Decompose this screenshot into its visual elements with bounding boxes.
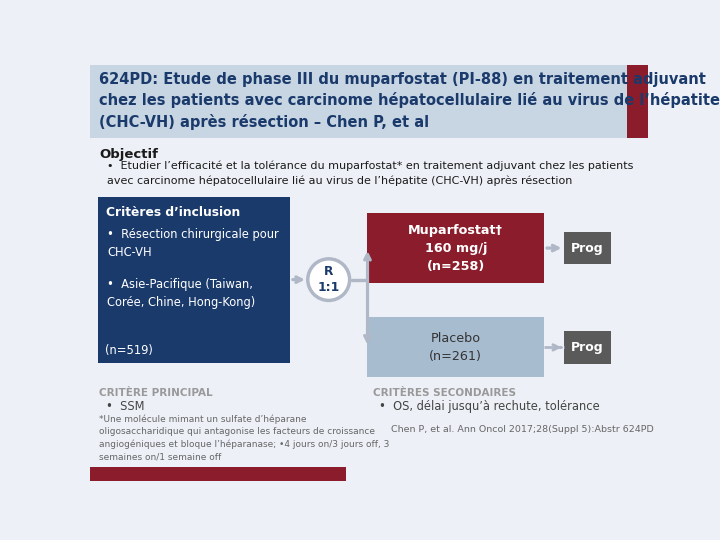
Bar <box>90 65 648 138</box>
Bar <box>367 318 544 377</box>
Text: CRITÈRES SECONDAIRES: CRITÈRES SECONDAIRES <box>373 388 516 398</box>
Text: CRITÈRE PRINCIPAL: CRITÈRE PRINCIPAL <box>99 388 213 398</box>
Text: •  OS, délai jusqu’à rechute, tolérance: • OS, délai jusqu’à rechute, tolérance <box>379 400 600 413</box>
Bar <box>627 65 648 138</box>
Text: Objectif: Objectif <box>99 148 158 161</box>
Text: Critères d’inclusion: Critères d’inclusion <box>106 206 240 219</box>
Text: 624PD: Etude de phase III du muparfostat (PI-88) en traitement adjuvant
chez les: 624PD: Etude de phase III du muparfostat… <box>99 72 720 130</box>
Text: R
1:1: R 1:1 <box>318 265 340 294</box>
Bar <box>90 467 346 481</box>
Text: *Une molécule mimant un sulfate d’héparane
oligosaccharidique qui antagonise les: *Une molécule mimant un sulfate d’hépara… <box>99 414 390 461</box>
Text: Chen P, et al. Ann Oncol 2017;28(Suppl 5):Abstr 624PD: Chen P, et al. Ann Oncol 2017;28(Suppl 5… <box>391 425 654 434</box>
Bar <box>564 331 611 363</box>
Circle shape <box>307 259 350 300</box>
Text: Prog: Prog <box>571 241 604 254</box>
Bar <box>98 197 290 363</box>
Text: •  Asie-Pacifique (Taiwan,
Corée, Chine, Hong-Kong): • Asie-Pacifique (Taiwan, Corée, Chine, … <box>107 278 256 308</box>
Text: •  Résection chirurgicale pour
CHC-VH: • Résection chirurgicale pour CHC-VH <box>107 228 279 259</box>
Text: (n=519): (n=519) <box>106 343 153 356</box>
Text: •  SSM: • SSM <box>106 400 144 413</box>
Text: Placebo
(n=261): Placebo (n=261) <box>429 332 482 363</box>
Bar <box>564 232 611 264</box>
Text: Muparfostat†
160 mg/j
(n=258): Muparfostat† 160 mg/j (n=258) <box>408 224 503 273</box>
Text: •  Etudier l’efficacité et la tolérance du muparfostat* en traitement adjuvant c: • Etudier l’efficacité et la tolérance d… <box>107 160 634 186</box>
Bar <box>367 213 544 284</box>
Text: Prog: Prog <box>571 341 604 354</box>
